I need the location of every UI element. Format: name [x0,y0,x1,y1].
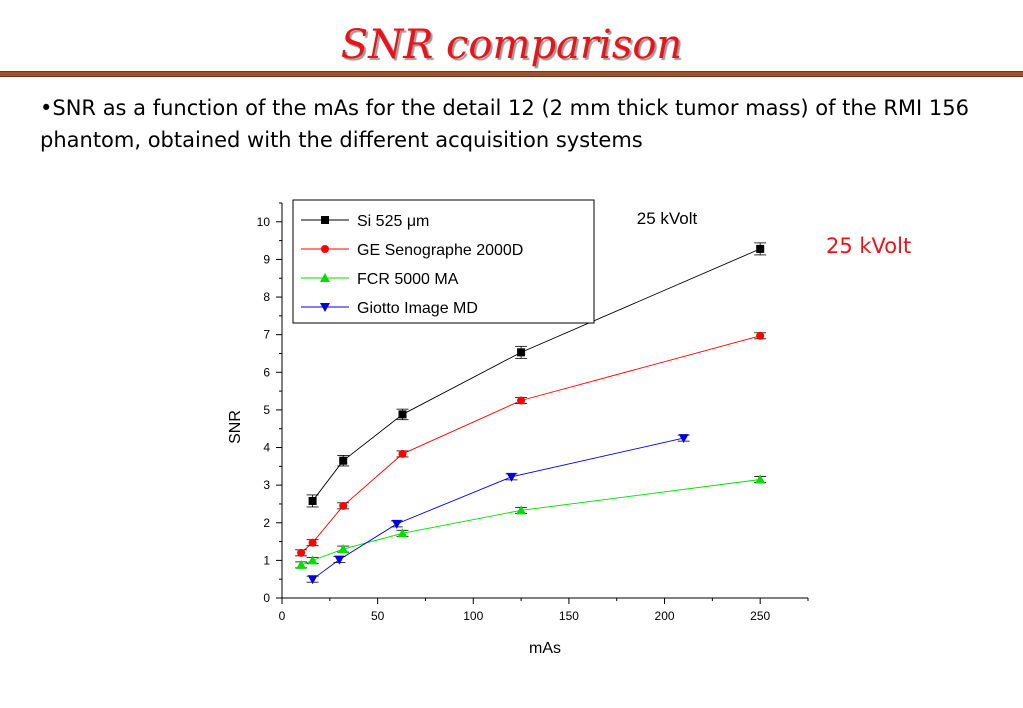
data-point [517,348,526,357]
chart-axes: 0 50 100 150 200 250 0 1 2 3 4 5 6 7 8 9 10 [257,202,809,623]
data-point [678,434,689,444]
y-tick-label: 4 [263,441,270,455]
y-axis-title: SNR [227,410,244,444]
y-tick-label: 5 [263,403,270,417]
legend-label: Si 525 μm [357,213,429,230]
title-divider [0,71,1023,77]
y-tick-label: 6 [263,365,270,379]
data-point [516,505,527,515]
chart-legend: Si 525 μm GE Senographe 2000D FCR 5000 MA G… [292,199,595,324]
x-tick-label: 0 [279,609,286,623]
legend-marker [320,273,330,282]
series-line [312,437,684,580]
data-point [339,456,348,465]
data-point [338,544,349,554]
series-0 [306,242,767,508]
y-tick-label: 1 [263,553,270,567]
chart-annotation: 25 kVolt [637,209,698,228]
data-point [308,496,317,505]
legend-marker [321,245,329,253]
x-tick-label: 200 [655,609,675,623]
chart-series [295,242,767,585]
data-point [391,519,402,529]
data-point [297,548,306,557]
data-point [398,410,407,419]
data-point [755,474,766,484]
legend-marker [321,216,329,224]
x-tick-label: 150 [559,609,579,623]
data-point [398,449,407,458]
legend-marker [320,303,330,312]
data-point [307,555,318,565]
slide-title: SNR comparison [340,22,683,68]
legend-label: Giotto Image MD [357,300,478,317]
y-tick-label: 9 [263,252,270,266]
series-3 [306,434,690,585]
bullet-text: •SNR as a function of the mAs for the de… [40,96,969,152]
y-tick-label: 7 [263,328,270,342]
x-tick-label: 250 [750,609,770,623]
data-point [756,244,765,253]
legend-label: GE Senographe 2000D [357,242,523,259]
y-tick-label: 0 [263,591,270,605]
x-tick-label: 100 [463,609,483,623]
data-point [307,575,318,585]
data-point [756,331,765,340]
data-point [506,472,517,482]
y-tick-label: 10 [257,215,271,229]
x-tick-label: 50 [371,609,385,623]
x-axis-title: mAs [529,640,561,657]
y-tick-label: 8 [263,290,270,304]
data-point [308,538,317,547]
data-point [296,559,307,569]
series-line [300,479,761,566]
data-point [517,396,526,405]
data-point [397,528,408,538]
series-line [300,335,761,554]
series-1 [295,331,767,557]
y-tick-label: 3 [263,478,270,492]
side-kvolt-label: 25 kVolt [826,234,912,258]
y-tick-label: 2 [263,516,270,530]
series-2 [295,474,767,569]
data-point [339,501,348,510]
legend-label: FCR 5000 MA [357,271,459,288]
data-point [334,555,345,565]
